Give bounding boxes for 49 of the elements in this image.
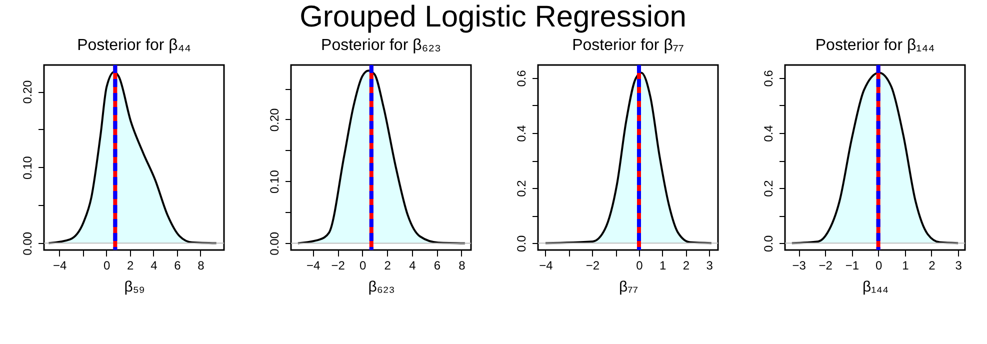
x-axis-title: β₆₂₃ (368, 278, 395, 296)
x-tick-label: 6 (174, 258, 182, 272)
x-tick-label: −2 (586, 258, 600, 272)
y-tick-label: 0.4 (762, 124, 776, 142)
y-tick-label: 0.20 (268, 108, 282, 132)
x-axis-title: β₇₇ (619, 278, 638, 296)
x-tick-label: 4 (150, 258, 158, 272)
y-tick-label: 0.00 (20, 232, 34, 256)
y-tick-label: 0.00 (268, 232, 282, 256)
x-tick-label: 4 (409, 258, 416, 272)
x-tick-label: 1 (660, 258, 667, 272)
x-tick-label: −3 (792, 258, 806, 272)
x-tick-label: 2 (384, 258, 392, 272)
x-tick-label: 3 (955, 258, 962, 272)
x-tick-label: −2 (331, 258, 346, 272)
x-tick-label: 2 (928, 258, 936, 272)
y-tick-label: 0.2 (762, 180, 776, 197)
x-axis-title: β₅₉ (124, 278, 145, 296)
chart-title: Posterior for β₆₂₃ (321, 37, 441, 54)
chart-title: Posterior for β₁₄₄ (815, 37, 935, 54)
y-tick-label: 0.6 (514, 70, 528, 87)
chart-title: Posterior for β₇₇ (572, 37, 684, 54)
y-tick-label: 0.0 (514, 234, 528, 252)
x-tick-label: 1 (902, 258, 910, 272)
x-tick-label: −1 (845, 258, 860, 272)
x-tick-label: 2 (682, 258, 690, 272)
text: Grouped Logistic Regression (300, 0, 686, 34)
x-axis-title: β₁₄₄ (862, 278, 888, 296)
y-tick-label: 0.4 (514, 124, 528, 142)
x-tick-label: 3 (706, 258, 714, 272)
x-tick-label: 8 (458, 258, 466, 272)
x-tick-label: −4 (306, 258, 320, 272)
y-tick-label: 0.2 (514, 180, 528, 197)
y-tick-label: 0.10 (268, 170, 282, 194)
x-tick-label: −4 (52, 258, 67, 272)
y-tick-label: 0.0 (762, 234, 776, 252)
x-tick-label: −2 (818, 258, 833, 272)
x-tick-label: 2 (127, 258, 134, 272)
y-tick-label: 0.10 (20, 156, 34, 180)
x-tick-label: −4 (539, 258, 554, 272)
y-tick-label: 0.6 (762, 70, 776, 87)
y-tick-label: 0.20 (20, 80, 34, 104)
x-tick-label: 0 (875, 258, 882, 272)
x-tick-label: 0 (360, 258, 367, 272)
chart-title: Posterior for β₄₄ (77, 37, 191, 54)
x-tick-label: 0 (636, 258, 644, 272)
x-tick-label: 6 (434, 258, 441, 272)
x-tick-label: 8 (198, 258, 205, 272)
x-tick-label: 0 (104, 258, 111, 272)
